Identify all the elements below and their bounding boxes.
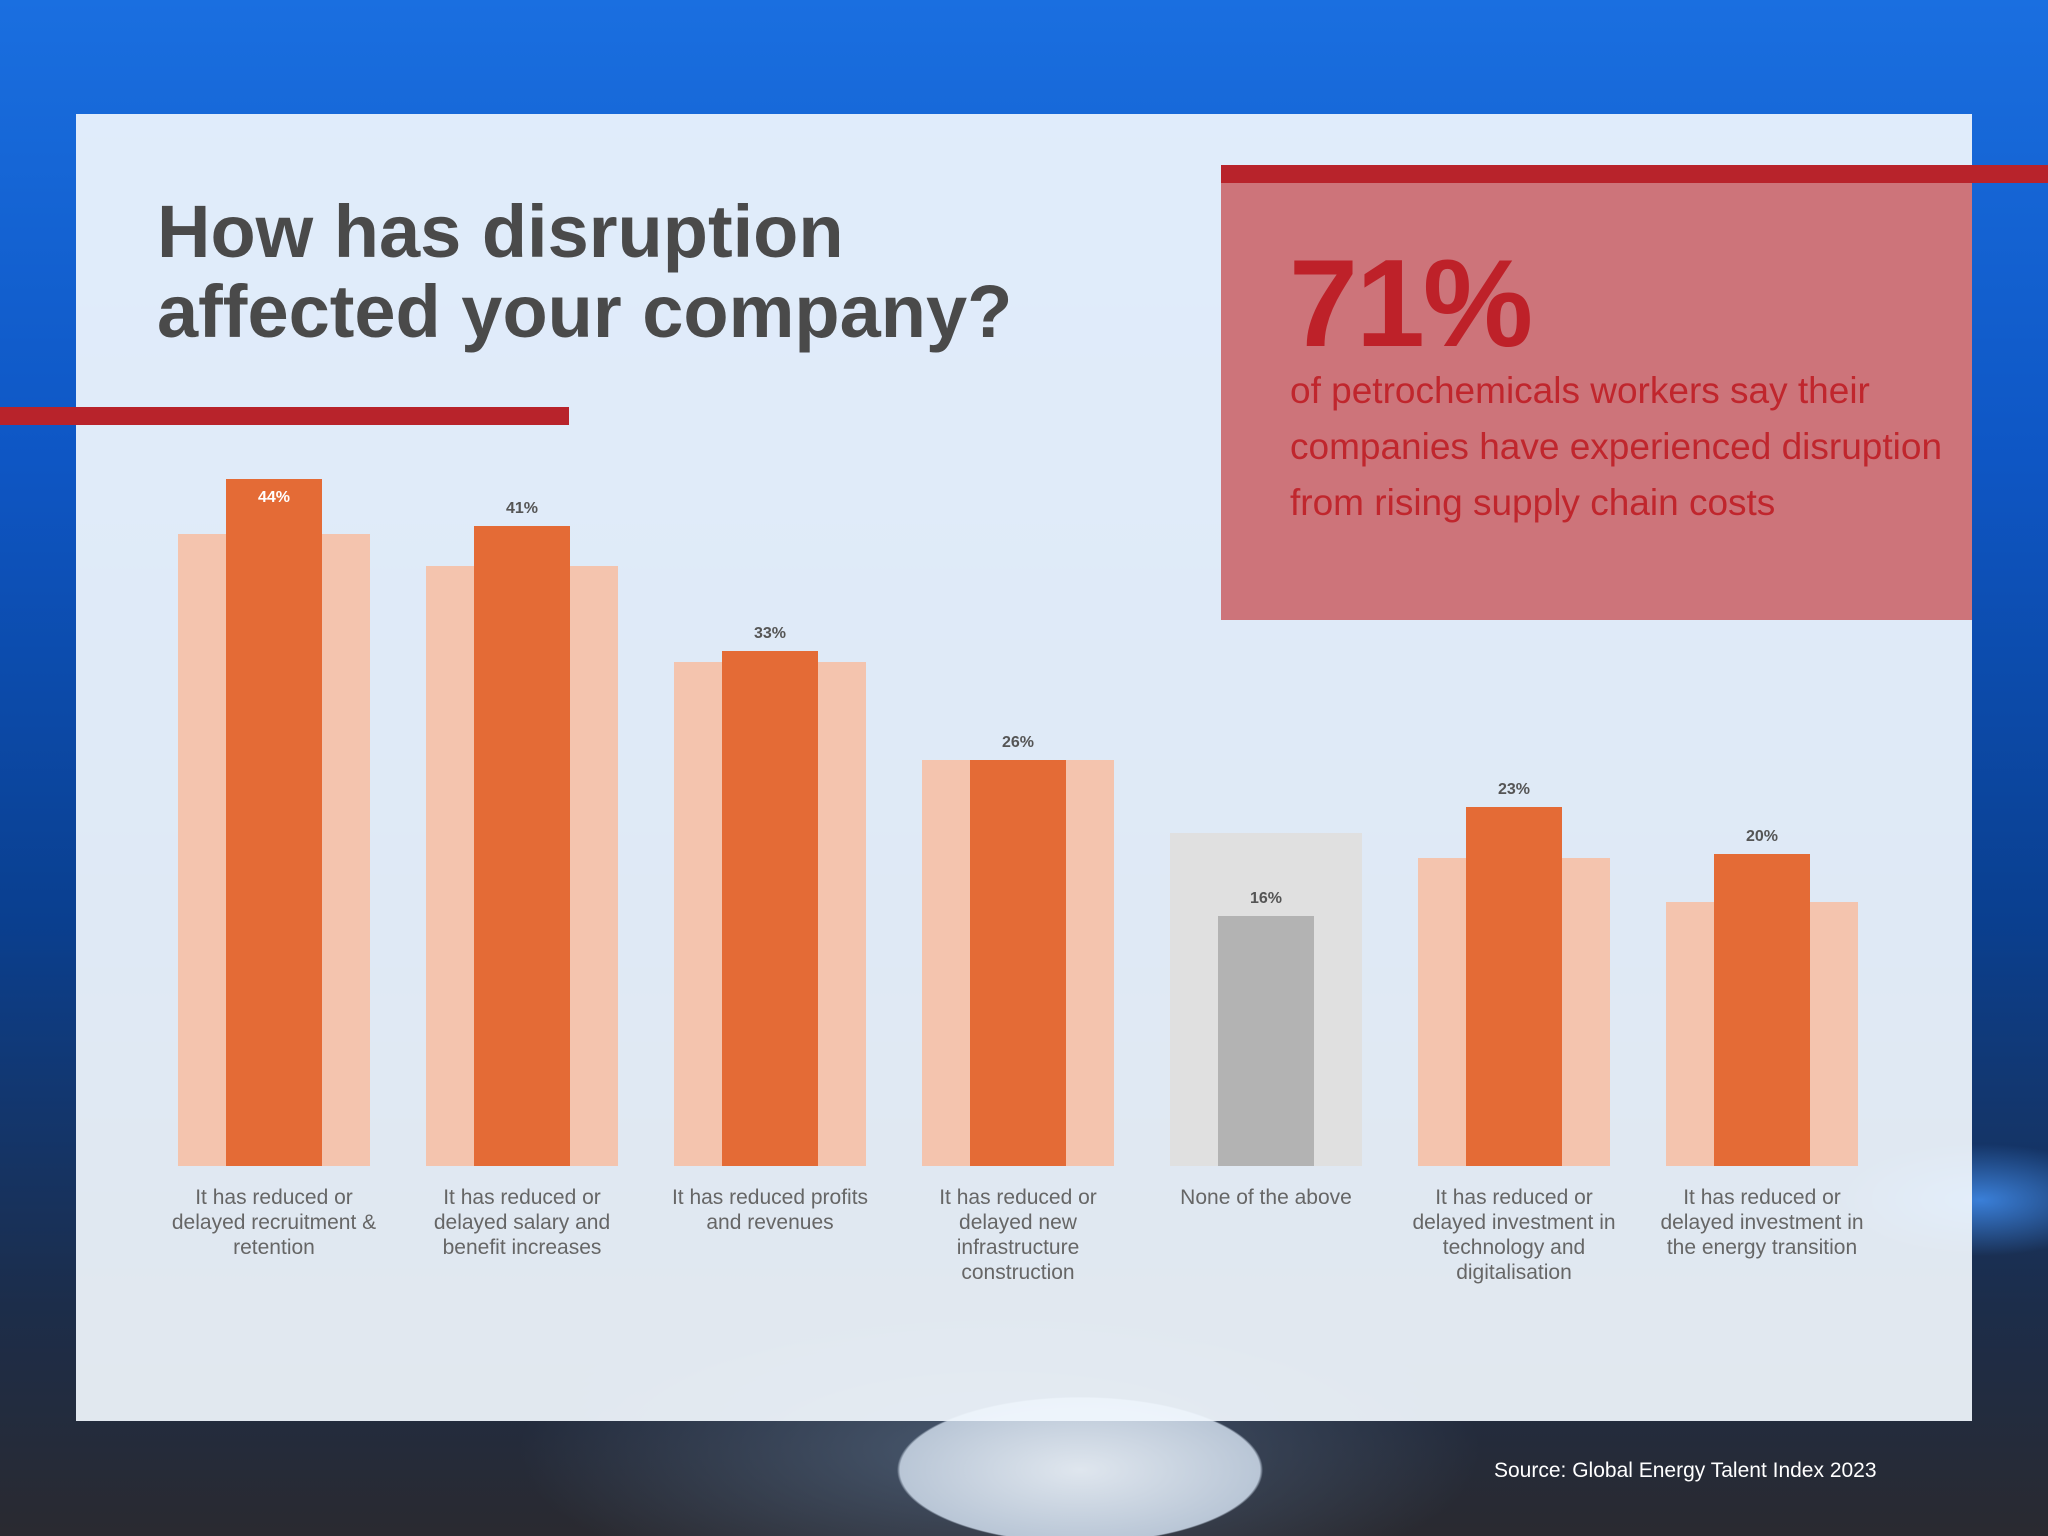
data-label: 41% [505, 499, 539, 517]
bar [1714, 853, 1810, 1166]
data-label: 20% [1745, 827, 1779, 845]
category-label-line: delayed new [959, 1211, 1077, 1234]
callout-text: of petrochemicals workers say their comp… [1290, 370, 1943, 523]
category-label: It has reduced or delayed salary and benef… [402, 1185, 642, 1260]
category-label-line: It has reduced or [195, 1186, 353, 1209]
category-label-line: delayed salary and [433, 1211, 611, 1234]
category-label: It has reduced profits and revenues [650, 1185, 890, 1235]
stat-callout: 71% of petrochemicals workers say their … [1221, 183, 1972, 620]
callout-top-bar [1221, 165, 2048, 183]
category-label: It has reduced or delayed investment in te… [1394, 1185, 1634, 1285]
category-label-line: It has reduced or [1435, 1186, 1593, 1209]
category-label-line: benefit increases [442, 1236, 602, 1259]
category-label-line: None of the above [1180, 1186, 1352, 1209]
page-title: How has disruption affected your company… [157, 192, 1012, 352]
title-underline [0, 407, 569, 425]
category-label-line: infrastructure [956, 1236, 1080, 1259]
bar [1218, 916, 1314, 1166]
bar [722, 650, 818, 1166]
bar [1466, 806, 1562, 1166]
category-label-line: construction [961, 1261, 1075, 1284]
category-label-line: technology and [1442, 1236, 1586, 1259]
bar [970, 760, 1066, 1166]
category-label: It has reduced or delayed investment in th… [1642, 1185, 1882, 1260]
category-label-line: delayed recruitment & [171, 1211, 377, 1234]
category-label-line: It has reduced profits [671, 1186, 869, 1209]
bar [226, 479, 322, 1166]
title-line-2: affected your company? [157, 270, 1013, 353]
category-label-line: It has reduced or [1683, 1186, 1841, 1209]
callout-stat: 71% [1289, 235, 1533, 373]
data-label: 33% [753, 624, 787, 642]
category-label-line: It has reduced or [939, 1186, 1097, 1209]
data-label: 23% [1497, 780, 1531, 798]
category-label-line: delayed investment in [1660, 1211, 1864, 1234]
data-label: 26% [1001, 734, 1035, 752]
category-label-line: retention [233, 1236, 315, 1259]
source-note: Source: Global Energy Talent Index 2023 [1494, 1459, 1877, 1482]
category-label: It has reduced or delayed recruitment & re… [154, 1185, 394, 1260]
category-label: It has reduced or delayed new infrastructu… [898, 1185, 1138, 1285]
category-label-line: It has reduced or [443, 1186, 601, 1209]
title-line-1: How has disruption [157, 190, 844, 273]
category-label-line: the energy transition [1666, 1236, 1858, 1259]
data-label: 44% [257, 489, 291, 506]
category-label: None of the above [1146, 1185, 1386, 1210]
category-label-line: digitalisation [1456, 1261, 1572, 1284]
category-label-line: delayed investment in [1412, 1211, 1616, 1234]
data-label: 16% [1249, 890, 1283, 908]
category-label-line: and revenues [706, 1211, 834, 1234]
bar [474, 525, 570, 1166]
